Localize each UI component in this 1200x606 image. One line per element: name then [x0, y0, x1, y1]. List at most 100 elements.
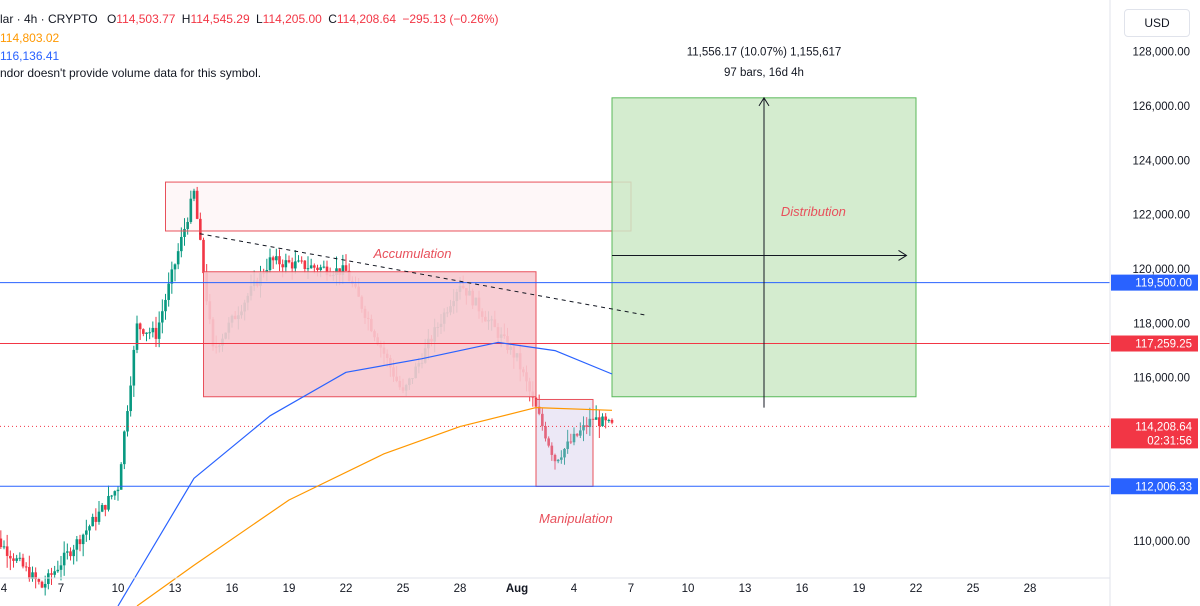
candle-body[interactable]: [189, 198, 193, 222]
candle-body[interactable]: [553, 454, 557, 462]
ma-orange-line[interactable]: [136, 407, 613, 606]
x-axis[interactable]: 4 7 10 13 16 19 22 25 28 Aug 4 7 10 13 16 19 22 25 28: [0, 577, 1110, 595]
candle-body[interactable]: [40, 581, 44, 588]
candle-body[interactable]: [164, 299, 167, 312]
trend-line[interactable]: [199, 233, 647, 316]
candle-body[interactable]: [544, 426, 547, 439]
candle-body[interactable]: [341, 265, 345, 275]
candle-body[interactable]: [547, 438, 550, 446]
candle-body[interactable]: [598, 417, 601, 427]
candle-body[interactable]: [81, 534, 85, 545]
candle-body[interactable]: [2, 546, 6, 548]
candle-body[interactable]: [148, 332, 151, 334]
candle-body[interactable]: [66, 551, 69, 553]
candle-body[interactable]: [306, 268, 310, 270]
candle-body[interactable]: [268, 257, 272, 271]
candle-body[interactable]: [145, 332, 148, 334]
candle-body[interactable]: [28, 567, 31, 579]
candle-body[interactable]: [100, 505, 104, 512]
candle-body[interactable]: [69, 551, 72, 557]
candle-body[interactable]: [167, 283, 170, 300]
candle-body[interactable]: [0, 538, 3, 548]
candle-body[interactable]: [107, 495, 110, 510]
candle-body[interactable]: [5, 546, 9, 556]
candle-body[interactable]: [202, 239, 205, 274]
candle-body[interactable]: [560, 457, 563, 460]
candle-body[interactable]: [12, 558, 15, 561]
candle-body[interactable]: [344, 265, 348, 271]
candle-body[interactable]: [53, 571, 56, 575]
candle-body[interactable]: [94, 516, 98, 522]
candle-body[interactable]: [34, 572, 37, 580]
candle-body[interactable]: [119, 464, 123, 490]
candle-body[interactable]: [569, 441, 573, 443]
candle-body[interactable]: [9, 555, 12, 559]
candle-body[interactable]: [142, 329, 145, 334]
candle-body[interactable]: [588, 418, 592, 428]
candle-body[interactable]: [541, 413, 544, 427]
candle-body[interactable]: [582, 425, 585, 431]
supply-zone-box[interactable]: [165, 181, 632, 232]
candle-body[interactable]: [566, 441, 569, 449]
candle-body[interactable]: [325, 266, 329, 276]
candle-body[interactable]: [297, 260, 300, 262]
candle-body[interactable]: [123, 431, 126, 465]
ma-orange-value[interactable]: 114,803.02: [0, 31, 60, 45]
candle-body[interactable]: [183, 228, 186, 237]
candle-body[interactable]: [303, 260, 307, 269]
candle-body[interactable]: [322, 266, 326, 268]
y-axis[interactable]: 110,000.00112,000.00114,000.00116,000.00…: [1109, 0, 1190, 606]
candle-body[interactable]: [72, 549, 75, 557]
candle-body[interactable]: [138, 323, 142, 330]
candle-body[interactable]: [31, 572, 34, 579]
candle-body[interactable]: [157, 322, 161, 339]
candle-body[interactable]: [601, 416, 604, 427]
candle-body[interactable]: [85, 530, 88, 535]
candle-body[interactable]: [316, 267, 319, 271]
candle-body[interactable]: [126, 411, 129, 432]
candle-body[interactable]: [47, 573, 50, 584]
candle-body[interactable]: [275, 256, 278, 261]
candle-body[interactable]: [186, 221, 189, 229]
candle-body[interactable]: [284, 260, 288, 268]
symbol-ohlc-legend[interactable]: lar · 4h · CRYPTO O114,503.77 H114,545.2…: [0, 12, 498, 26]
candle-body[interactable]: [579, 430, 582, 436]
candle-body[interactable]: [170, 269, 174, 284]
candle-body[interactable]: [607, 419, 611, 421]
candle-body[interactable]: [173, 264, 177, 270]
candle-body[interactable]: [176, 251, 180, 265]
candle-body[interactable]: [585, 425, 588, 428]
candle-body[interactable]: [594, 417, 598, 420]
manipulation-zone-box[interactable]: [535, 398, 594, 487]
candle-body[interactable]: [110, 495, 113, 497]
candle-body[interactable]: [604, 416, 607, 421]
candle-body[interactable]: [290, 262, 294, 269]
axis-price-tag-3[interactable]: [1111, 478, 1198, 495]
accumulation-zone-box[interactable]: [203, 271, 537, 398]
candle-body[interactable]: [78, 539, 82, 545]
candle-body[interactable]: [132, 349, 136, 386]
candle-body[interactable]: [50, 573, 53, 575]
candle-body[interactable]: [271, 257, 275, 261]
candle-body[interactable]: [556, 459, 560, 462]
ma-blue-line[interactable]: [117, 341, 613, 606]
candle-body[interactable]: [154, 327, 158, 339]
candle-body[interactable]: [56, 569, 60, 572]
axis-price-tag-1[interactable]: [1111, 274, 1198, 291]
candle-body[interactable]: [129, 385, 132, 412]
candle-body[interactable]: [550, 445, 554, 455]
candle-body[interactable]: [24, 566, 28, 568]
candle-body[interactable]: [199, 218, 202, 240]
candle-body[interactable]: [88, 526, 91, 531]
candle-body[interactable]: [313, 265, 316, 268]
candle-body[interactable]: [113, 491, 117, 496]
candle-body[interactable]: [575, 433, 579, 436]
candle-body[interactable]: [91, 516, 94, 527]
candle-body[interactable]: [294, 261, 297, 269]
candle-body[interactable]: [610, 419, 614, 423]
candle-body[interactable]: [135, 323, 139, 350]
candle-body[interactable]: [192, 190, 196, 199]
candle-body[interactable]: [18, 557, 22, 559]
candle-body[interactable]: [43, 583, 47, 588]
